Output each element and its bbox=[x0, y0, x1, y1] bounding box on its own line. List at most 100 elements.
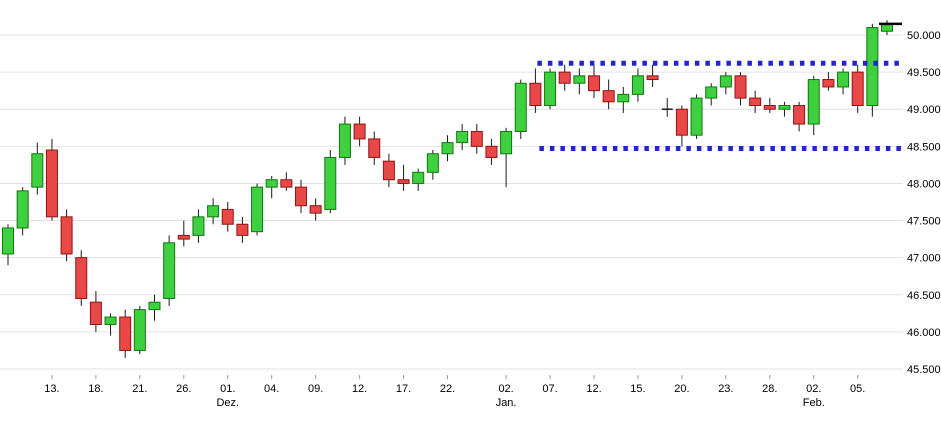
candle bbox=[719, 72, 732, 95]
candle bbox=[16, 187, 29, 236]
candle-body-up bbox=[719, 75, 732, 88]
x-axis-label: 04. bbox=[264, 383, 279, 395]
candle bbox=[602, 79, 615, 110]
x-axis: 13. 18. 21. 26. 01. Dez. 04. 09. 12. 17. 22. 02. Jan… bbox=[44, 375, 865, 409]
candle-body-up bbox=[2, 227, 14, 255]
candle bbox=[192, 209, 205, 243]
candle bbox=[778, 101, 791, 117]
candle bbox=[822, 72, 835, 91]
x-axis-label: 05. bbox=[850, 383, 865, 395]
candle-body-down bbox=[119, 316, 132, 351]
candle bbox=[485, 138, 498, 165]
y-axis-label: 48.000 bbox=[907, 178, 941, 190]
y-gridlines bbox=[0, 34, 903, 370]
candle-body-down bbox=[177, 234, 190, 240]
y-axis-label: 50.000 bbox=[907, 30, 941, 42]
candle-body-down bbox=[822, 79, 835, 88]
candle-body-up bbox=[866, 27, 879, 107]
candle bbox=[148, 294, 161, 321]
candle-body-up bbox=[148, 301, 161, 311]
candle-body-up bbox=[324, 156, 337, 210]
candle-body-up bbox=[544, 71, 557, 107]
x-axis-label: 02. bbox=[806, 383, 821, 395]
candle bbox=[456, 124, 469, 151]
candle-body-down bbox=[280, 179, 293, 188]
candle bbox=[382, 153, 395, 188]
candle-body-up bbox=[426, 153, 439, 173]
candle bbox=[441, 135, 454, 162]
candle-body-down bbox=[221, 208, 234, 225]
y-axis-label: 47.500 bbox=[907, 216, 941, 228]
candle bbox=[631, 68, 644, 102]
candle-body-up bbox=[104, 316, 117, 325]
candle-body-up bbox=[251, 186, 264, 233]
candle bbox=[207, 198, 220, 225]
candle-body-down bbox=[793, 105, 806, 125]
y-axis: 50.000 49.500 49.000 48.500 48.000 47.500 47.0… bbox=[907, 30, 941, 376]
candle-body-up bbox=[441, 142, 454, 155]
candle bbox=[646, 64, 659, 87]
candle bbox=[588, 64, 600, 99]
candle bbox=[309, 198, 322, 221]
candle-body-down bbox=[368, 138, 381, 158]
candle bbox=[295, 179, 307, 214]
range-box-annotation[interactable] bbox=[537, 60, 903, 152]
candle bbox=[60, 209, 73, 262]
candle-body-down bbox=[646, 75, 659, 81]
candles-series bbox=[2, 20, 893, 358]
candle bbox=[851, 64, 864, 113]
candle-body-up bbox=[690, 97, 703, 136]
candle-body-down bbox=[675, 108, 688, 136]
x-axis-label: 13. bbox=[44, 383, 59, 395]
x-axis-label: 18. bbox=[88, 383, 103, 395]
candle bbox=[617, 86, 630, 113]
candle-body-up bbox=[31, 153, 44, 188]
x-axis-label: 20. bbox=[674, 383, 689, 395]
candle-body-down bbox=[588, 75, 600, 92]
x-axis-label: 26. bbox=[176, 383, 191, 395]
x-axis-label: 12. bbox=[586, 383, 601, 395]
candle-body-down bbox=[295, 186, 307, 207]
candle-body-down bbox=[89, 301, 102, 325]
candle bbox=[690, 94, 703, 139]
y-axis-label: 46.500 bbox=[907, 290, 941, 302]
candle bbox=[514, 79, 527, 139]
candle bbox=[397, 164, 410, 191]
candle-body-up bbox=[705, 86, 718, 99]
candle bbox=[265, 176, 278, 199]
candle-body-down bbox=[382, 160, 395, 181]
x-axis-label: 23. bbox=[718, 383, 733, 395]
y-axis-label: 47.000 bbox=[907, 253, 941, 265]
x-axis-label: 22. bbox=[440, 383, 455, 395]
candle bbox=[500, 127, 513, 188]
candle bbox=[353, 116, 366, 147]
candle bbox=[675, 105, 688, 147]
candle-body-down bbox=[470, 130, 483, 147]
candle bbox=[426, 150, 439, 180]
candle bbox=[89, 291, 102, 332]
candle-body-up bbox=[837, 71, 850, 88]
candle bbox=[558, 64, 571, 91]
candle bbox=[119, 309, 132, 358]
candle-body-up bbox=[778, 105, 791, 110]
candle bbox=[529, 68, 542, 113]
candle bbox=[324, 150, 337, 214]
candle bbox=[163, 235, 176, 306]
candle-body-down bbox=[602, 90, 615, 103]
candle-body-up bbox=[514, 82, 527, 132]
candle-body-down bbox=[397, 179, 410, 184]
y-axis-label: 45.500 bbox=[907, 364, 941, 376]
candle-body-up bbox=[192, 216, 205, 236]
x-axis-label: 17. bbox=[396, 383, 411, 395]
candle-body-down bbox=[749, 97, 762, 107]
candle-body-down bbox=[75, 257, 88, 299]
candle bbox=[544, 68, 557, 110]
candle bbox=[807, 75, 820, 136]
x-axis-label: 12. bbox=[352, 383, 367, 395]
candle-body-down bbox=[558, 71, 571, 84]
candle bbox=[749, 90, 762, 113]
y-axis-label: 49.500 bbox=[907, 67, 941, 79]
